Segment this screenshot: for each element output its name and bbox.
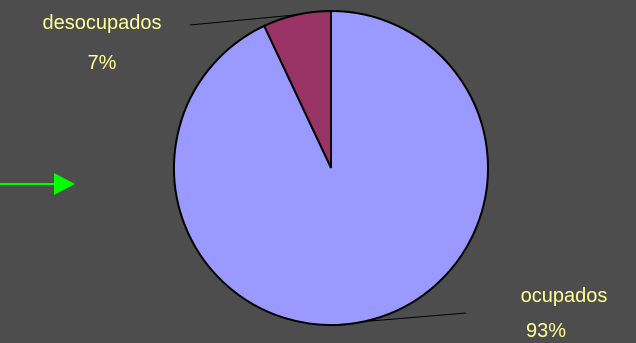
slice-ocupados bbox=[172, 9, 489, 326]
slice-label-desocupados: desocupados 7% bbox=[43, 12, 162, 74]
leader-line-desocupados bbox=[189, 14, 297, 26]
arrow-icon bbox=[0, 173, 75, 195]
slice-label-ocupados-percent: 93% bbox=[526, 320, 566, 342]
leader-line-ocupados bbox=[363, 312, 467, 323]
slice-label-desocupados-percent: 7% bbox=[88, 52, 117, 74]
slice-label-desocupados-name: desocupados bbox=[43, 12, 162, 34]
slice-label-ocupados: ocupados 93% bbox=[521, 285, 608, 342]
leader-lines bbox=[189, 14, 467, 323]
slice-label-ocupados-name: ocupados bbox=[521, 285, 608, 307]
pie-slices bbox=[172, 9, 489, 326]
